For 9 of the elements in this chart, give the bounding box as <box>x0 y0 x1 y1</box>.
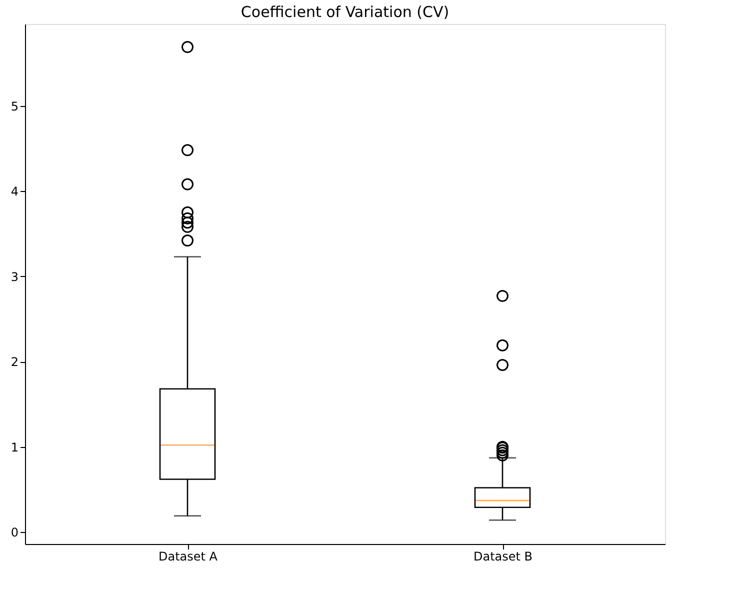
y-tick-label: 0 <box>10 526 18 540</box>
y-tick-label: 5 <box>10 99 18 114</box>
x-tick-label: Dataset B <box>473 550 533 564</box>
chart-title: Coefficient of Variation (CV) <box>240 3 450 21</box>
x-tick-label: Dataset A <box>158 550 218 564</box>
y-tick-label: 4 <box>10 184 18 199</box>
y-tick-label: 2 <box>10 355 18 370</box>
y-tick-label: 1 <box>10 440 18 454</box>
y-tick-label: 3 <box>10 270 18 284</box>
